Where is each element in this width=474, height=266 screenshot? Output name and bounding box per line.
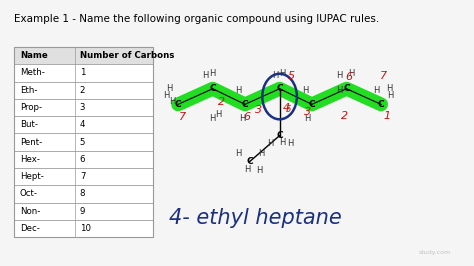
Text: H: H <box>235 149 241 158</box>
Text: H: H <box>279 138 285 147</box>
Text: Oct-: Oct- <box>20 189 38 198</box>
Bar <box>14 82 153 99</box>
Text: 4: 4 <box>80 120 85 129</box>
Text: H: H <box>169 97 176 106</box>
Text: Eth-: Eth- <box>20 86 37 95</box>
Text: H: H <box>386 84 392 93</box>
Text: 7: 7 <box>380 71 387 81</box>
Bar <box>14 185 153 203</box>
Text: 2: 2 <box>341 111 348 121</box>
Text: H: H <box>239 114 246 123</box>
Text: 10: 10 <box>80 224 91 233</box>
Text: H: H <box>210 69 216 78</box>
Text: H: H <box>387 91 393 100</box>
Text: H: H <box>255 166 262 175</box>
Text: Hept-: Hept- <box>20 172 44 181</box>
Text: C: C <box>378 100 384 109</box>
Text: C: C <box>343 84 350 93</box>
Text: 6: 6 <box>244 112 251 122</box>
Text: 4: 4 <box>283 103 290 113</box>
Text: C: C <box>210 84 216 93</box>
Text: Non-: Non- <box>20 207 40 216</box>
Text: Number of Carbons: Number of Carbons <box>80 51 174 60</box>
Bar <box>14 151 153 168</box>
Text: 1: 1 <box>383 111 391 121</box>
Text: H: H <box>258 149 264 158</box>
Bar <box>14 220 153 237</box>
Text: H: H <box>202 71 209 80</box>
Text: C: C <box>276 131 283 140</box>
Text: 7: 7 <box>80 172 85 181</box>
Text: Prop-: Prop- <box>20 103 42 112</box>
Text: H: H <box>164 91 170 100</box>
Text: Hex-: Hex- <box>20 155 40 164</box>
Text: H: H <box>244 165 250 174</box>
Text: Meth-: Meth- <box>20 68 45 77</box>
Text: H: H <box>348 69 354 78</box>
Text: H: H <box>279 69 285 78</box>
Text: H: H <box>210 114 216 123</box>
Text: C: C <box>242 100 248 109</box>
Text: C: C <box>309 100 315 109</box>
Text: 5: 5 <box>288 71 295 81</box>
Bar <box>14 47 153 64</box>
Text: 1: 1 <box>80 68 85 77</box>
Text: H: H <box>272 71 278 80</box>
Text: 3: 3 <box>255 105 263 115</box>
Text: 6: 6 <box>345 72 352 82</box>
Text: 3: 3 <box>80 103 85 112</box>
Text: 3: 3 <box>304 107 311 117</box>
Text: Pent-: Pent- <box>20 138 42 147</box>
Text: 2: 2 <box>219 97 226 107</box>
Text: H: H <box>287 139 294 148</box>
Text: H: H <box>235 86 241 94</box>
Text: H: H <box>267 139 273 148</box>
Text: But-: But- <box>20 120 38 129</box>
Text: Example 1 - Name the following organic compound using IUPAC rules.: Example 1 - Name the following organic c… <box>14 15 380 24</box>
Bar <box>14 47 153 237</box>
Bar <box>14 116 153 134</box>
Bar <box>14 134 153 151</box>
Text: H: H <box>216 110 222 119</box>
Text: H: H <box>337 86 343 94</box>
Text: C: C <box>276 84 283 93</box>
Text: H: H <box>302 86 308 94</box>
Text: 2: 2 <box>80 86 85 95</box>
Bar <box>14 203 153 220</box>
Text: 6: 6 <box>80 155 85 164</box>
Text: H: H <box>304 114 310 123</box>
Text: study.com: study.com <box>418 250 450 255</box>
Text: Name: Name <box>20 51 47 60</box>
Text: 8: 8 <box>80 189 85 198</box>
Text: 7: 7 <box>179 112 186 122</box>
Text: H: H <box>337 71 343 80</box>
Bar <box>14 64 153 82</box>
Text: C: C <box>175 100 182 109</box>
Text: C: C <box>246 157 253 166</box>
Text: 5: 5 <box>80 138 85 147</box>
Text: 9: 9 <box>80 207 85 216</box>
Text: 5: 5 <box>286 105 292 114</box>
Text: H: H <box>166 84 173 93</box>
Text: H: H <box>374 86 380 94</box>
Text: Dec-: Dec- <box>20 224 40 233</box>
Bar <box>14 168 153 185</box>
Text: 4- ethyl heptane: 4- ethyl heptane <box>169 208 342 228</box>
Bar <box>14 99 153 116</box>
